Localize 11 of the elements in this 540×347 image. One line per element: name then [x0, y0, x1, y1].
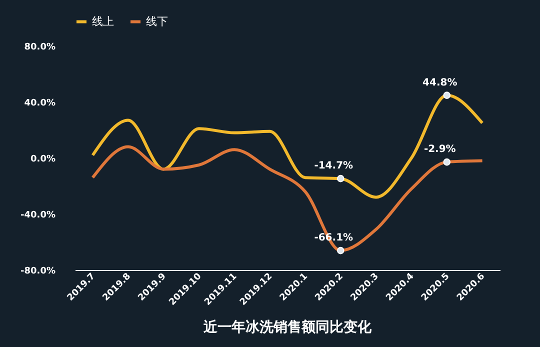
- y-tick-label: 40.0%: [24, 98, 56, 108]
- data-label: 44.8%: [422, 77, 458, 88]
- y-tick-label: -40.0%: [20, 210, 56, 220]
- y-tick-label: -80.0%: [20, 266, 56, 276]
- legend-label: 线下: [146, 14, 168, 28]
- y-tick-label: 80.0%: [24, 42, 56, 52]
- legend-label: 线上: [92, 14, 114, 28]
- y-tick-label: 0.0%: [30, 154, 56, 164]
- text: 近一年冰洗销售额同比变化: [202, 318, 372, 336]
- data-label: -2.9%: [424, 144, 456, 156]
- data-label: -14.7%: [314, 160, 354, 172]
